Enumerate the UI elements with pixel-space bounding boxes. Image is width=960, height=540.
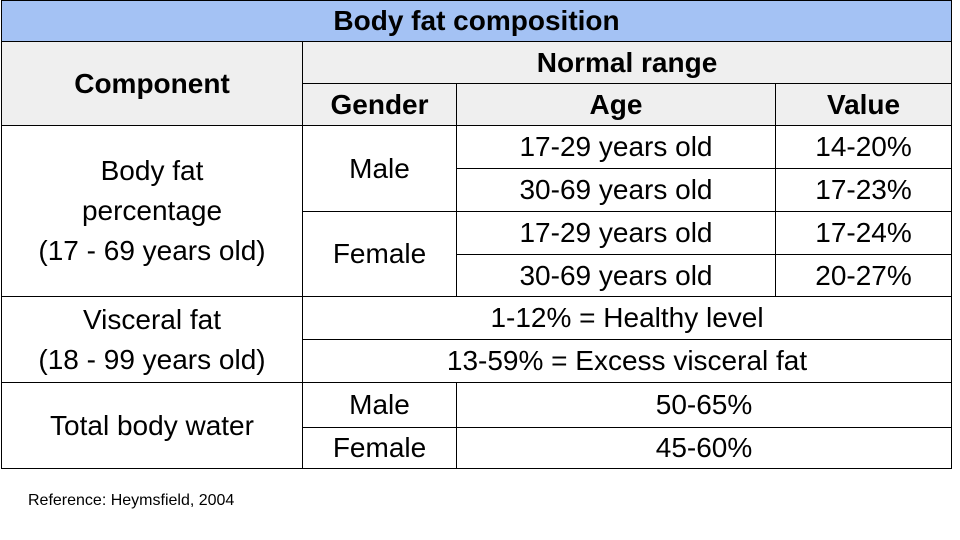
body-fat-composition-table: Body fat composition Component Normal ra… bbox=[0, 0, 953, 469]
header-row-1: Component Normal range bbox=[1, 41, 953, 126]
visceral-fat-label-line: (18 - 99 years old) bbox=[38, 343, 266, 375]
water-female-value: 45-60% bbox=[455, 427, 953, 469]
header-normal-range: Normal range bbox=[301, 41, 953, 84]
body-fat-female: Female bbox=[302, 211, 457, 297]
age-cell: 17-29 years old bbox=[456, 125, 776, 169]
table-row: Visceral fat (18 - 99 years old) 1-12% =… bbox=[1, 296, 953, 383]
table-row: Total body water Male 50-65% bbox=[1, 382, 953, 469]
age-cell: 17-29 years old bbox=[456, 211, 776, 255]
body-fat-label: Body fat percentage (17 - 69 years old) bbox=[1, 125, 303, 297]
visceral-fat-label-line: Visceral fat bbox=[83, 303, 221, 335]
value-cell: 17-23% bbox=[774, 168, 953, 212]
visceral-fat-healthy: 1-12% = Healthy level bbox=[301, 296, 953, 340]
table-row: Body fat percentage (17 - 69 years old) … bbox=[1, 125, 953, 297]
body-fat-male: Male bbox=[302, 125, 457, 212]
header-value: Value bbox=[774, 83, 953, 126]
total-body-water-label: Total body water bbox=[1, 382, 303, 469]
value-cell: 14-20% bbox=[774, 125, 953, 169]
table-row: 30-69 years old 17-23% bbox=[2, 168, 953, 212]
table-row: 13-59% = Excess visceral fat bbox=[2, 339, 953, 383]
water-male-value: 50-65% bbox=[455, 382, 953, 428]
header-row-2: Gender Age Value bbox=[2, 83, 953, 126]
reference-note: Reference: Heymsfield, 2004 bbox=[28, 492, 235, 509]
value-cell: 20-27% bbox=[774, 254, 953, 297]
body-fat-label-line: Body fat bbox=[100, 155, 204, 186]
table-row: Female 17-29 years old 17-24% bbox=[2, 211, 953, 297]
table-row: Female 45-60% bbox=[2, 427, 953, 469]
visceral-fat-label: Visceral fat (18 - 99 years old) bbox=[1, 296, 303, 383]
header-age: Age bbox=[456, 83, 776, 126]
body-fat-label-line: percentage bbox=[81, 195, 223, 226]
age-cell: 30-69 years old bbox=[456, 168, 776, 212]
header-gender: Gender bbox=[302, 83, 457, 126]
body-fat-label-line: (17 - 69 years old) bbox=[38, 235, 266, 266]
header-component: Component bbox=[1, 41, 303, 126]
water-male: Male bbox=[302, 382, 457, 428]
table-row: 30-69 years old 20-27% bbox=[2, 254, 953, 297]
title-row: Body fat composition bbox=[0, 0, 953, 42]
age-cell: 30-69 years old bbox=[456, 254, 776, 297]
table-title: Body fat composition bbox=[0, 0, 953, 42]
visceral-fat-excess: 13-59% = Excess visceral fat bbox=[301, 339, 953, 383]
value-cell: 17-24% bbox=[774, 211, 953, 255]
water-female: Female bbox=[302, 427, 457, 469]
